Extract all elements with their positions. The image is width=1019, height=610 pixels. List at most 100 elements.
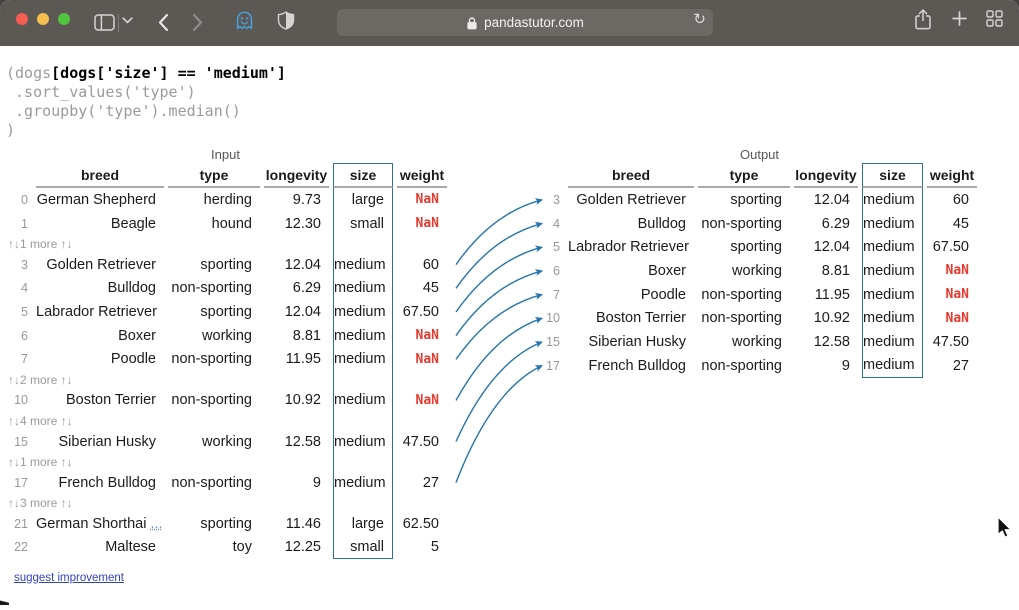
table-row: 5 Labrador Retriever sporting 12.04 medium 67…: [4, 300, 447, 324]
cell-type: working: [202, 327, 252, 344]
input-table-section: Input breed type longevity size weight 0 Germ…: [0, 147, 451, 560]
cell-size-empty: [333, 235, 393, 253]
sidebar-toggle-button[interactable]: [94, 14, 115, 31]
row-index: 5: [21, 304, 28, 319]
cell-type: herding: [203, 191, 252, 208]
cell-weight: 60: [952, 191, 969, 208]
hidden-rows-indicator: ↑↓1 more ↑↓: [4, 235, 447, 253]
cell-type: non-sporting: [171, 351, 252, 368]
table-row: 17 French Bulldog non-sporting 9 medium 27: [542, 353, 977, 378]
cell-weight: 47.50: [402, 433, 439, 450]
share-button[interactable]: [913, 8, 933, 31]
cell-size: medium: [862, 306, 923, 331]
cell-size: medium: [333, 470, 393, 495]
cell-size: medium: [862, 188, 923, 212]
row-index: 6: [553, 263, 560, 278]
cell-weight: 67.50: [932, 239, 969, 256]
toolbar-divider: [118, 14, 119, 32]
row-index: 17: [14, 475, 28, 490]
cell-size: large: [333, 188, 393, 212]
output-header-row: breed type longevity size weight: [542, 163, 977, 188]
row-index: 10: [14, 393, 28, 408]
cell-breed: Boxer: [648, 262, 686, 279]
cell-type: non-sporting: [701, 215, 782, 232]
cell-weight-empty: [397, 453, 447, 470]
fullscreen-window-button[interactable]: [58, 13, 70, 25]
cell-breed: Boxer: [118, 327, 156, 344]
column-header-size: size: [862, 163, 923, 188]
table-row: 7 Poodle non-sporting 11.95 medium NaN: [542, 282, 977, 307]
table-row: 4 Bulldog non-sporting 6.29 medium 45: [4, 276, 447, 301]
hidden-rows-label: ↑↓3 more ↑↓: [8, 496, 73, 511]
mapping-arrow-5: [455, 245, 543, 313]
suggest-improvement-link[interactable]: suggest improvement: [14, 572, 124, 584]
ghostery-extension-button[interactable]: [234, 10, 255, 31]
cell-breed: French Bulldog: [58, 474, 156, 491]
row-index: 21: [14, 516, 28, 531]
cell-type: sporting: [200, 303, 252, 320]
cell-longevity: 11.95: [285, 351, 321, 368]
ghost-icon: [236, 11, 253, 30]
sidebar-icon: [94, 14, 115, 31]
output-table: breed type longevity size weight 3 Golden Ret…: [538, 163, 981, 378]
padlock-icon: [467, 16, 477, 29]
table-row: 6 Boxer working 8.81 medium NaN: [542, 259, 977, 283]
row-index: 4: [553, 216, 560, 231]
row-index: 6: [21, 328, 28, 343]
address-text: pandastutor.com: [484, 15, 584, 30]
column-header-size: size: [333, 163, 393, 188]
cell-weight: NaN: [945, 287, 969, 303]
close-window-button[interactable]: [16, 13, 28, 25]
hidden-rows-label: ↑↓4 more ↑↓: [8, 413, 73, 428]
cell-type: non-sporting: [701, 286, 782, 303]
input-label: Input: [211, 147, 240, 162]
cell-size: small: [333, 211, 393, 236]
reload-button[interactable]: ↻: [693, 11, 706, 28]
minimize-window-button[interactable]: [37, 13, 49, 25]
tab-overview-button[interactable]: [986, 10, 1003, 27]
table-row: 10 Boston Terrier non-sporting 10.92 medium N…: [4, 388, 447, 413]
hidden-rows-label: ↑↓2 more ↑↓: [8, 372, 73, 387]
cell-longevity: 8.81: [292, 327, 321, 344]
cell-type: sporting: [730, 191, 782, 208]
sidebar-menu-button[interactable]: [122, 17, 133, 24]
row-index: 3: [21, 257, 28, 272]
cell-weight-empty: [397, 412, 447, 429]
cell-size: medium: [862, 330, 923, 354]
cell-breed: German Shorthai ...: [36, 515, 163, 532]
hidden-rows-indicator: ↑↓1 more ↑↓: [4, 453, 447, 471]
hidden-rows-indicator: ↑↓2 more ↑↓: [4, 371, 447, 389]
table-row: 3 Golden Retriever sporting 12.04 medium 60: [542, 188, 977, 212]
row-index: 7: [21, 352, 28, 367]
mapping-arrow-10: [455, 316, 543, 401]
cell-breed: Bulldog: [637, 215, 686, 232]
code-line2: .sort_values('type'): [6, 83, 196, 101]
new-tab-button[interactable]: [952, 11, 967, 26]
table-row: 22 Maltese toy 12.25 small 5: [4, 535, 447, 560]
forward-button[interactable]: [191, 13, 204, 32]
shield-icon: [277, 11, 295, 30]
column-header-longevity: longevity: [264, 163, 329, 188]
hidden-rows-indicator: ↑↓3 more ↑↓: [4, 494, 447, 512]
cell-longevity: 12.04: [813, 191, 850, 208]
cell-longevity: 10.92: [284, 392, 321, 409]
row-index: 7: [553, 287, 560, 302]
privacy-report-button[interactable]: [276, 10, 296, 31]
table-row: 3 Golden Retriever sporting 12.04 medium 60: [4, 252, 447, 277]
cell-size: medium: [333, 323, 393, 348]
mapping-arrow-15: [455, 341, 543, 442]
code-line4: ): [6, 121, 16, 139]
cell-breed: Labrador Retriever: [36, 303, 157, 320]
expand-breed-link[interactable]: ...: [150, 515, 163, 532]
table-row: 5 Labrador Retriever sporting 12.04 medium 67…: [542, 235, 977, 260]
cell-breed: Bulldog: [107, 280, 156, 297]
cell-size: medium: [862, 211, 923, 236]
table-row: 21 German Shorthai ... sporting 11.46 large 6…: [4, 511, 447, 536]
cell-weight: NaN: [945, 263, 969, 279]
back-button[interactable]: [157, 13, 170, 32]
table-row: 15 Siberian Husky working 12.58 medium 47.50: [4, 429, 447, 454]
address-bar[interactable]: pandastutor.com ↻: [337, 9, 713, 36]
cell-type: sporting: [200, 515, 252, 532]
mouse-cursor: [997, 516, 1012, 538]
